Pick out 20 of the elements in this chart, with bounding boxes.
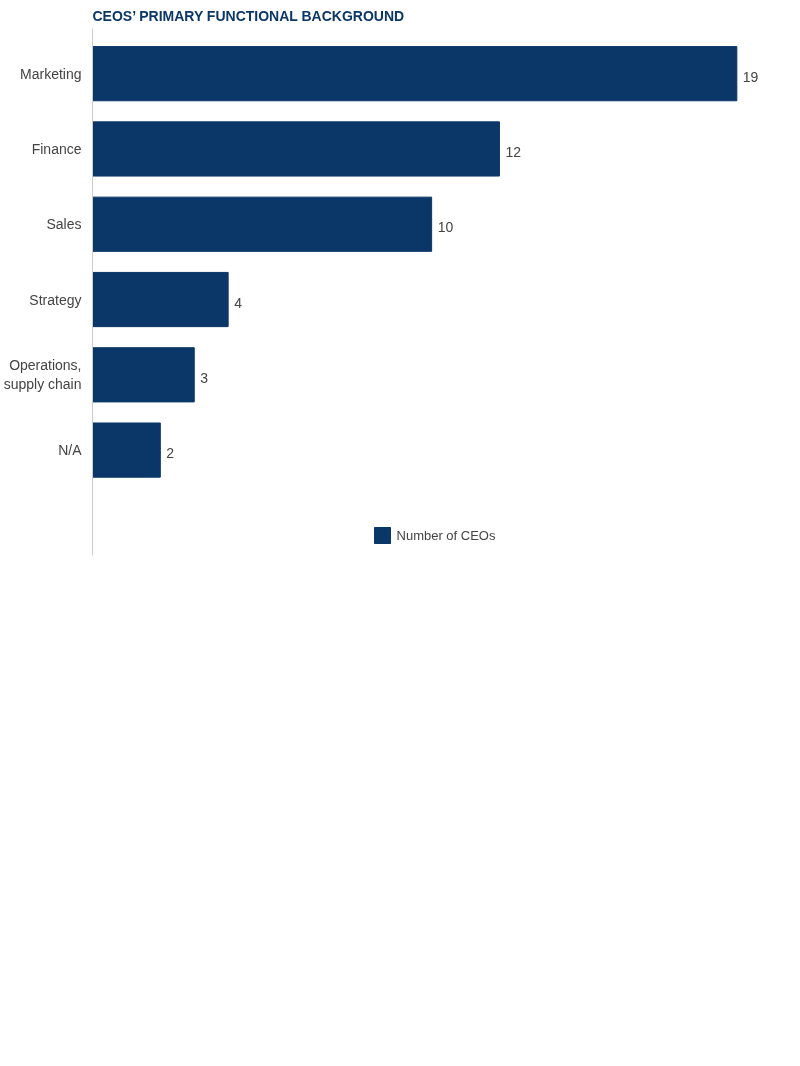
bar [92, 46, 738, 102]
chart-title: CEOS’ PRIMARY FUNCTIONAL BACKGROUND [92, 7, 405, 24]
bar [92, 271, 229, 328]
bar [92, 422, 161, 478]
data-label: 12 [505, 143, 522, 160]
y-tick-label: Operations, supply chain [3, 357, 82, 393]
data-label: 4 [234, 294, 243, 311]
data-label: 2 [166, 445, 175, 462]
data-label: 19 [742, 68, 759, 85]
bar [92, 121, 500, 177]
y-tick-label: Sales [46, 216, 82, 233]
y-tick-label: Strategy [29, 291, 82, 308]
legend-label: Number of CEOs [396, 527, 496, 543]
data-label: 3 [200, 369, 209, 386]
bar [92, 196, 433, 252]
data-label: 10 [437, 219, 454, 236]
y-tick-label: Finance [31, 140, 82, 157]
y-tick-label: Marketing [20, 65, 82, 82]
y-tick-label: N/A [58, 442, 83, 459]
bar [92, 347, 195, 403]
